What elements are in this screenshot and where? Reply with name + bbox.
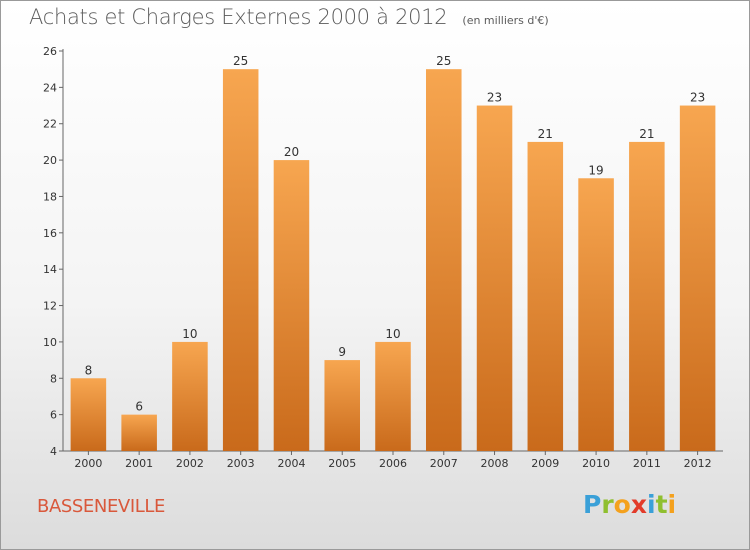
x-tick-label: 2008 bbox=[481, 457, 509, 470]
logo-letter: i bbox=[667, 490, 677, 519]
bar bbox=[527, 141, 564, 451]
y-tick-label: 12 bbox=[43, 300, 57, 313]
data-label: 9 bbox=[338, 345, 346, 359]
logo-letter: x bbox=[630, 490, 647, 519]
bar bbox=[273, 160, 310, 451]
data-label: 21 bbox=[538, 127, 553, 141]
data-label: 10 bbox=[182, 327, 197, 341]
y-tick-label: 4 bbox=[50, 445, 57, 458]
x-tick-label: 2004 bbox=[277, 457, 305, 470]
bar bbox=[426, 69, 462, 451]
y-tick-label: 10 bbox=[43, 336, 57, 349]
data-label: 19 bbox=[588, 163, 603, 177]
x-tick-label: 2001 bbox=[125, 457, 153, 470]
y-tick-label: 18 bbox=[43, 190, 57, 203]
y-tick-label: 22 bbox=[43, 118, 57, 131]
data-label: 25 bbox=[233, 54, 248, 68]
x-tick-label: 2000 bbox=[74, 457, 102, 470]
data-label: 25 bbox=[436, 54, 451, 68]
x-tick-label: 2010 bbox=[582, 457, 610, 470]
data-label: 23 bbox=[690, 91, 705, 105]
x-tick-label: 2007 bbox=[430, 457, 458, 470]
bar bbox=[476, 105, 513, 451]
bar bbox=[121, 414, 157, 451]
logo-letter: o bbox=[613, 490, 631, 519]
logo-letter: r bbox=[601, 490, 614, 519]
chart-subtitle: (en milliers d'€) bbox=[462, 14, 549, 27]
logo-letter: P bbox=[583, 490, 602, 519]
bar bbox=[70, 378, 107, 451]
y-tick-label: 24 bbox=[43, 81, 57, 94]
data-label: 6 bbox=[135, 400, 143, 414]
x-tick-label: 2006 bbox=[379, 457, 407, 470]
x-tick-label: 2002 bbox=[176, 457, 204, 470]
y-tick-label: 6 bbox=[50, 409, 57, 422]
x-tick-label: 2012 bbox=[684, 457, 712, 470]
bar bbox=[629, 141, 665, 451]
x-tick-label: 2003 bbox=[227, 457, 255, 470]
data-label: 20 bbox=[284, 145, 299, 159]
bar bbox=[324, 360, 360, 451]
x-tick-label: 2005 bbox=[328, 457, 356, 470]
data-label: 23 bbox=[487, 91, 502, 105]
y-tick-label: 26 bbox=[43, 45, 57, 58]
chart-header: Achats et Charges Externes 2000 à 2012 (… bbox=[29, 5, 549, 29]
y-tick-label: 14 bbox=[43, 263, 57, 276]
bar bbox=[578, 178, 614, 452]
data-label: 8 bbox=[85, 363, 93, 377]
logo-letter: i bbox=[647, 490, 656, 519]
proxiti-logo: Proxiti bbox=[583, 490, 676, 519]
y-tick-label: 8 bbox=[50, 372, 57, 385]
bar bbox=[375, 341, 411, 451]
y-tick-label: 20 bbox=[43, 154, 57, 167]
bar bbox=[172, 341, 208, 451]
chart-title: Achats et Charges Externes 2000 à 2012 bbox=[29, 5, 448, 29]
x-tick-label: 2011 bbox=[633, 457, 661, 470]
bar bbox=[679, 105, 716, 451]
x-tick-label: 2009 bbox=[531, 457, 559, 470]
data-label: 21 bbox=[639, 127, 654, 141]
y-tick-label: 16 bbox=[43, 227, 57, 240]
place-name: BASSENEVILLE bbox=[37, 496, 165, 517]
bar bbox=[222, 69, 259, 451]
logo-letter: t bbox=[655, 490, 668, 519]
data-label: 10 bbox=[385, 327, 400, 341]
